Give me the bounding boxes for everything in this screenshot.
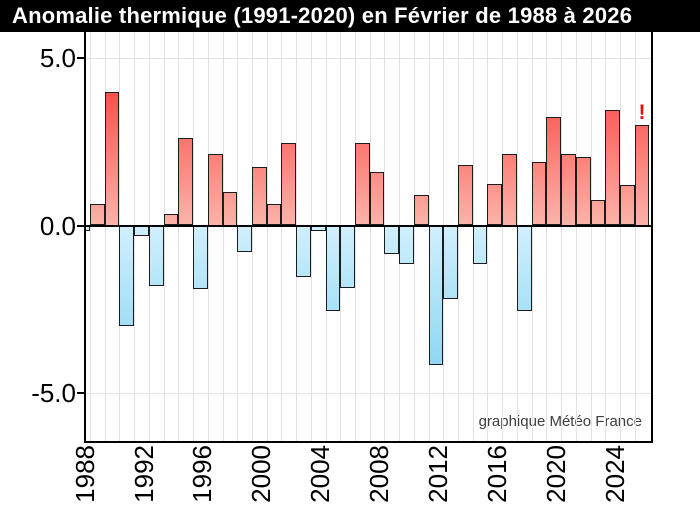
y-tick-label-5.0: 5.0 — [39, 43, 76, 73]
bar-2009 — [384, 225, 400, 254]
bar-2024 — [605, 109, 620, 226]
vertical-gridline — [310, 32, 312, 441]
bar-2015 — [472, 225, 488, 264]
bar-2007 — [355, 143, 370, 226]
vertical-gridline — [575, 32, 577, 441]
vertical-gridline — [266, 32, 268, 441]
zero-baseline — [86, 224, 651, 227]
bar-2010 — [399, 225, 414, 264]
bar-2003 — [296, 225, 311, 278]
bar-1995 — [178, 138, 194, 226]
vertical-gridline — [207, 32, 209, 441]
vertical-gridline — [487, 32, 489, 441]
bar-2001 — [266, 203, 282, 226]
bar-2025 — [619, 185, 635, 226]
vertical-gridline — [355, 32, 356, 441]
bar-2013 — [443, 225, 459, 300]
x-tick-label-2008: 2008 — [364, 445, 394, 503]
alert-exclamation-icon: ! — [638, 101, 646, 124]
bar-1999 — [237, 225, 252, 253]
x-tick-label-2004: 2004 — [305, 445, 336, 503]
bar-1997 — [207, 153, 223, 226]
vertical-gridline — [134, 32, 136, 441]
x-tick-label-2016: 2016 — [481, 445, 512, 503]
bar-2006 — [340, 225, 355, 288]
vertical-gridline — [163, 32, 165, 441]
x-tick-label-2020: 2020 — [540, 445, 571, 503]
bar-1992 — [134, 225, 149, 236]
vertical-gridline — [634, 32, 636, 441]
bar-2011 — [413, 195, 429, 226]
bar-2002 — [281, 143, 297, 226]
bar-1993 — [148, 225, 164, 286]
bar-2018 — [516, 225, 532, 311]
y-tick-mark — [77, 392, 84, 394]
x-tick-label-1988: 1988 — [69, 445, 100, 503]
vertical-gridline — [178, 32, 180, 441]
bar-2005 — [325, 225, 341, 311]
bar-1989 — [90, 203, 105, 226]
vertical-gridline — [369, 32, 371, 441]
bar-2016 — [487, 183, 503, 226]
vertical-gridline — [458, 32, 459, 441]
bar-2022 — [575, 156, 591, 226]
vertical-gridline — [281, 32, 283, 441]
bar-2012 — [428, 225, 444, 365]
horizontal-gridline — [86, 58, 651, 59]
bar-2020 — [546, 116, 562, 226]
vertical-gridline — [502, 32, 504, 441]
vertical-gridline — [546, 32, 548, 441]
bar-2019 — [531, 161, 547, 226]
vertical-gridline — [251, 32, 253, 441]
vertical-gridline — [104, 32, 106, 441]
bar-1996 — [193, 225, 208, 290]
vertical-gridline — [605, 32, 607, 441]
bar-1998 — [222, 192, 238, 226]
bar-2008 — [369, 171, 385, 226]
bar-2021 — [561, 153, 576, 226]
bar-2014 — [458, 165, 473, 226]
vertical-gridline — [90, 32, 91, 441]
x-tick-label-1992: 1992 — [128, 445, 159, 503]
x-tick-label-2024: 2024 — [599, 445, 630, 503]
vertical-gridline — [222, 32, 224, 441]
bar-2023 — [590, 200, 606, 226]
vertical-gridline — [561, 32, 562, 441]
y-tick-label--5.0: -5.0 — [31, 378, 76, 408]
x-tick-label-1996: 1996 — [187, 445, 218, 503]
bar-2017 — [502, 153, 517, 226]
vertical-gridline — [619, 32, 621, 441]
y-tick-label-0.0: 0.0 — [39, 210, 76, 241]
credit-text: graphique Météo France — [478, 413, 642, 430]
bar-2026 — [634, 125, 650, 226]
chart-title: Anomalie thermique (1991-2020) en Févrie… — [0, 0, 700, 32]
horizontal-gridline — [86, 393, 651, 394]
vertical-gridline — [531, 32, 533, 441]
bar-1990 — [104, 91, 120, 226]
x-tick-label-2000: 2000 — [246, 445, 277, 503]
vertical-gridline — [590, 32, 592, 441]
plot-area: graphique Météo France ! — [84, 32, 653, 443]
y-tick-mark — [77, 224, 84, 227]
bar-2000 — [251, 166, 267, 226]
bar-1991 — [119, 225, 135, 326]
x-tick-label-2012: 2012 — [422, 445, 453, 503]
y-tick-mark — [77, 57, 84, 59]
vertical-gridline — [413, 32, 415, 441]
